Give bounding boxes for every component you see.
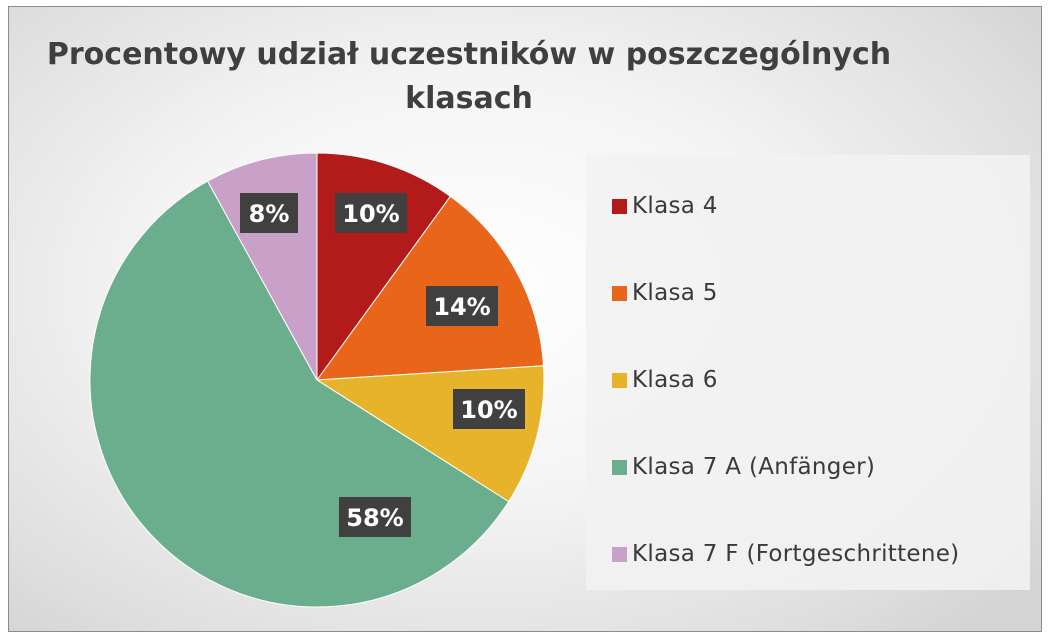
chart-title-line-1: Procentowy udział uczestników w poszczeg… bbox=[46, 37, 892, 72]
data-label-text: 14% bbox=[433, 293, 490, 321]
legend-label: Klasa 7 A (Anfänger) bbox=[632, 454, 876, 480]
data-label-background bbox=[240, 193, 298, 233]
pie-chart: 10% 14% 10% 58% 8% bbox=[89, 152, 545, 608]
legend-swatch-klasa-7a bbox=[612, 459, 627, 475]
legend: Klasa 4 Klasa 5 Klasa 6 Klasa 7 A (Anfän… bbox=[586, 155, 1030, 590]
data-label-text: 10% bbox=[460, 396, 517, 424]
legend-swatch-klasa-4 bbox=[612, 198, 627, 214]
chart-title-line-2: klasach bbox=[405, 81, 533, 116]
data-label-background bbox=[426, 286, 498, 326]
data-label-background bbox=[339, 497, 411, 537]
pie-data-labels: 10% 14% 10% 58% 8% bbox=[240, 193, 525, 537]
chart-title: Procentowy udział uczestników w poszczeg… bbox=[29, 33, 909, 121]
data-label-klasa-7f: 8% bbox=[240, 193, 298, 233]
legend-label: Klasa 6 bbox=[632, 367, 718, 393]
pie-slices bbox=[89, 152, 545, 608]
legend-swatch-klasa-7f bbox=[612, 546, 627, 562]
data-label-klasa-5: 14% bbox=[426, 286, 498, 326]
data-label-klasa-4: 10% bbox=[335, 193, 407, 233]
legend-label: Klasa 4 bbox=[632, 193, 718, 219]
legend-label: Klasa 5 bbox=[632, 280, 718, 306]
legend-item-klasa-4: Klasa 4 bbox=[612, 191, 718, 221]
legend-label: Klasa 7 F (Fortgeschrittene) bbox=[632, 541, 960, 567]
legend-swatch-klasa-6 bbox=[612, 372, 627, 388]
data-label-text: 58% bbox=[346, 504, 403, 532]
data-label-text: 8% bbox=[249, 200, 290, 228]
legend-item-klasa-6: Klasa 6 bbox=[612, 365, 718, 395]
legend-swatch-klasa-5 bbox=[612, 285, 627, 301]
data-label-klasa-6: 10% bbox=[453, 389, 525, 429]
data-label-background bbox=[335, 193, 407, 233]
data-label-klasa-7a: 58% bbox=[339, 497, 411, 537]
data-label-background bbox=[453, 389, 525, 429]
legend-item-klasa-7f: Klasa 7 F (Fortgeschrittene) bbox=[612, 539, 959, 569]
legend-item-klasa-7a: Klasa 7 A (Anfänger) bbox=[612, 452, 875, 482]
legend-item-klasa-5: Klasa 5 bbox=[612, 278, 718, 308]
data-label-text: 10% bbox=[342, 200, 399, 228]
chart-area: Procentowy udział uczestników w poszczeg… bbox=[8, 6, 1042, 632]
